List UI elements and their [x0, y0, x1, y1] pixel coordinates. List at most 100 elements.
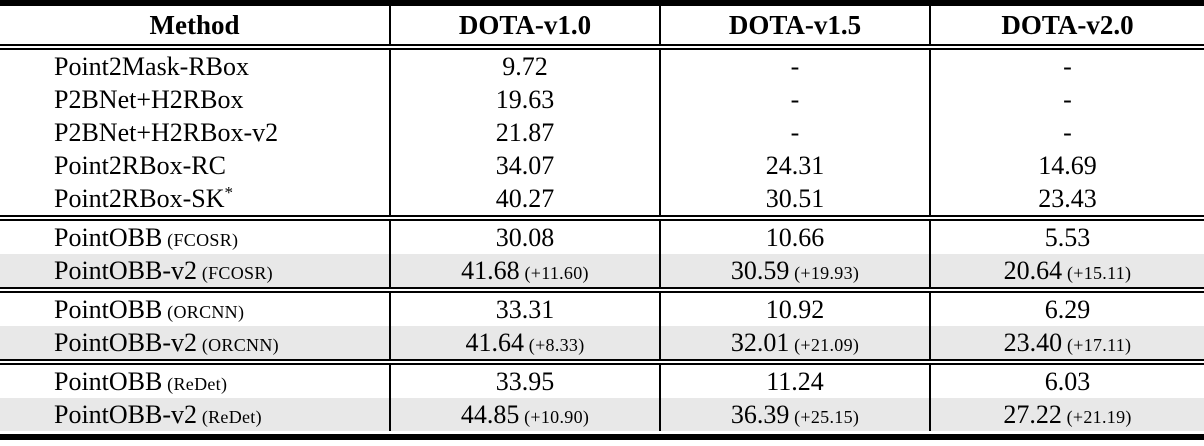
- method-name: PointOBB-v2: [54, 327, 198, 357]
- table-row: PointOBB (ReDet) 33.95 11.24 6.03: [0, 359, 1204, 398]
- score-value: 27.22: [1003, 399, 1062, 429]
- score-cell: 19.63: [389, 83, 660, 116]
- method-cell: Point2Mask-RBox: [0, 47, 390, 83]
- score-value: 33.31: [495, 294, 555, 324]
- col-header-dota-v1-5: DOTA-v1.5: [659, 6, 930, 50]
- score-value: 6.03: [1044, 366, 1091, 396]
- score-cell: 30.08: [389, 215, 660, 254]
- score-cell: 41.64 (+8.33): [389, 326, 660, 362]
- score-value: 24.31: [765, 150, 825, 180]
- method-variant: (ReDet): [162, 373, 228, 394]
- score-cell: 30.59 (+19.93): [659, 254, 930, 290]
- score-value: 30.59: [730, 255, 790, 285]
- score-cell: 41.68 (+11.60): [389, 254, 660, 290]
- score-value: -: [1063, 117, 1072, 147]
- table-row: P2BNet+H2RBox 19.63 - -: [0, 83, 1204, 116]
- score-cell: 32.01 (+21.09): [659, 326, 930, 362]
- method-cell: PointOBB (ReDet): [0, 359, 390, 398]
- score-cell: 20.64 (+15.11): [929, 254, 1204, 290]
- table-row: PointOBB (ORCNN) 33.31 10.92 6.29: [0, 287, 1204, 326]
- method-variant: (ORCNN): [162, 301, 245, 322]
- score-cell: 23.43: [929, 182, 1204, 218]
- table-row: Point2Mask-RBox 9.72 - -: [0, 47, 1204, 83]
- score-cell: 33.95: [389, 359, 660, 398]
- score-cell: 6.29: [929, 287, 1204, 326]
- score-cell: 10.66: [659, 215, 930, 254]
- score-value: 36.39: [730, 399, 790, 429]
- score-cell: 24.31: [659, 149, 930, 182]
- method-cell: PointOBB-v2 (FCOSR): [0, 254, 390, 290]
- method-name: PointOBB: [54, 294, 163, 324]
- score-value: 6.29: [1044, 294, 1091, 324]
- score-value: 23.40: [1003, 327, 1063, 357]
- method-variant: (FCOSR): [197, 262, 273, 283]
- score-value: -: [790, 84, 800, 114]
- score-value: 23.43: [1038, 183, 1097, 213]
- table-row: PointOBB-v2 (ORCNN) 41.64 (+8.33) 32.01 (+…: [0, 326, 1204, 362]
- score-value: 20.64: [1003, 255, 1063, 285]
- score-delta: (+21.19): [1061, 406, 1132, 427]
- header-row: Method DOTA-v1.0 DOTA-v1.5 DOTA-v2.0: [0, 6, 1204, 50]
- method-name: PointOBB-v2: [54, 399, 198, 429]
- method-name: P2BNet+H2RBox-v2: [54, 117, 279, 147]
- score-cell: 11.24: [659, 359, 930, 398]
- score-value: -: [1063, 51, 1072, 81]
- method-name: Point2RBox-RC: [54, 150, 226, 180]
- score-value: 10.66: [765, 222, 825, 252]
- score-cell: 33.31: [389, 287, 660, 326]
- table-row: Point2RBox-SK* 40.27 30.51 23.43: [0, 182, 1204, 218]
- score-delta: (+8.33): [523, 334, 585, 355]
- score-cell: 14.69: [929, 149, 1204, 182]
- score-delta: (+19.93): [789, 262, 860, 283]
- col-header-dota-v1-0: DOTA-v1.0: [389, 6, 660, 50]
- score-value: 19.63: [495, 84, 555, 114]
- score-cell: -: [929, 47, 1204, 83]
- score-delta: (+17.11): [1062, 334, 1132, 355]
- score-cell: 40.27: [389, 182, 660, 218]
- table-row: PointOBB (FCOSR) 30.08 10.66 5.53: [0, 215, 1204, 254]
- score-value: 34.07: [495, 150, 555, 180]
- score-value: 14.69: [1038, 150, 1097, 180]
- score-delta: (+25.15): [789, 406, 860, 427]
- score-value: 30.51: [765, 183, 825, 213]
- method-name: PointOBB: [54, 222, 163, 252]
- method-cell: Point2RBox-SK*: [0, 182, 390, 218]
- score-value: 9.72: [502, 51, 548, 81]
- table-row: PointOBB-v2 (FCOSR) 41.68 (+11.60) 30.59 (…: [0, 254, 1204, 290]
- score-delta: (+10.90): [519, 406, 590, 427]
- score-value: 33.95: [495, 366, 555, 396]
- method-cell: PointOBB-v2 (ReDet): [0, 398, 390, 431]
- score-cell: 6.03: [929, 359, 1204, 398]
- score-cell: 10.92: [659, 287, 930, 326]
- col-header-method: Method: [0, 6, 390, 50]
- score-delta: (+15.11): [1062, 262, 1132, 283]
- method-cell: PointOBB (FCOSR): [0, 215, 390, 254]
- score-cell: 9.72: [389, 47, 660, 83]
- score-delta: (+21.09): [789, 334, 860, 355]
- method-superscript: *: [224, 182, 234, 202]
- method-cell: P2BNet+H2RBox-v2: [0, 116, 390, 149]
- score-value: 41.64: [465, 327, 524, 357]
- score-value: 40.27: [495, 183, 555, 213]
- score-value: 44.85: [460, 399, 520, 429]
- score-cell: -: [659, 83, 930, 116]
- score-cell: 30.51: [659, 182, 930, 218]
- score-value: -: [790, 51, 800, 81]
- score-cell: 34.07: [389, 149, 660, 182]
- score-cell: 5.53: [929, 215, 1204, 254]
- score-cell: -: [929, 116, 1204, 149]
- score-value: 10.92: [765, 294, 825, 324]
- score-cell: 21.87: [389, 116, 660, 149]
- method-name: P2BNet+H2RBox: [54, 84, 244, 114]
- method-variant: (ReDet): [197, 406, 262, 427]
- method-cell: P2BNet+H2RBox: [0, 83, 390, 116]
- score-value: -: [1063, 84, 1072, 114]
- results-table: Method DOTA-v1.0 DOTA-v1.5 DOTA-v2.0 Poi…: [0, 6, 1204, 431]
- method-name: Point2RBox-SK: [54, 183, 225, 213]
- results-table-body: Point2Mask-RBox 9.72- - P2BNet+H2RBox 19.63-…: [0, 47, 1204, 431]
- col-header-dota-v2-0: DOTA-v2.0: [929, 6, 1204, 50]
- score-value: 41.68: [461, 255, 520, 285]
- table-row: PointOBB-v2 (ReDet) 44.85 (+10.90) 36.39 (…: [0, 398, 1204, 431]
